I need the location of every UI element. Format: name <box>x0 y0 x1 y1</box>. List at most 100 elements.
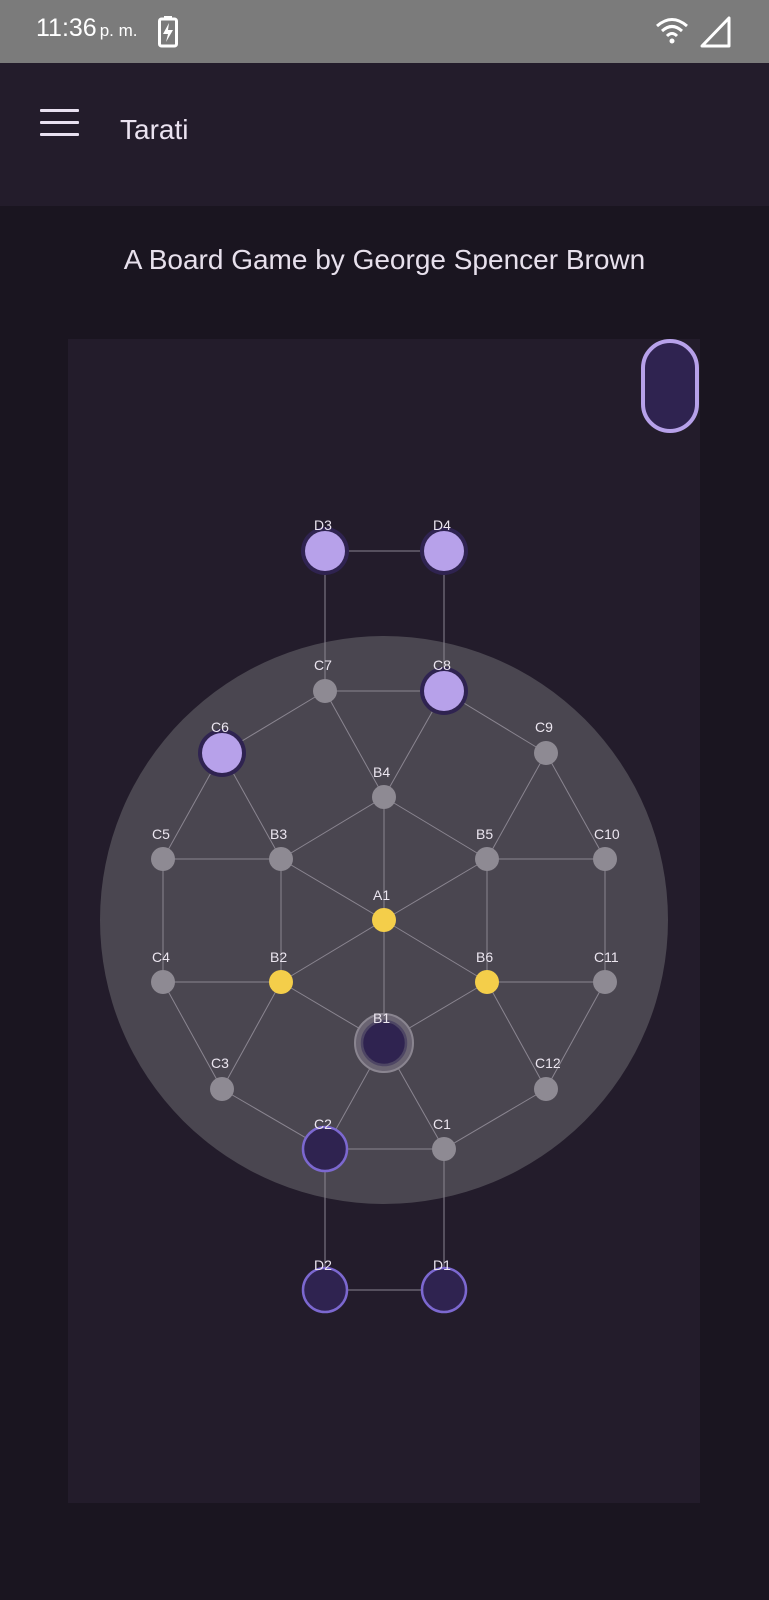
node-label-c2: C2 <box>314 1116 332 1132</box>
menu-button[interactable] <box>30 109 88 153</box>
node-label-d3: D3 <box>314 517 332 533</box>
light-piece-d4[interactable] <box>424 531 464 571</box>
node-label-a1: A1 <box>373 887 390 903</box>
board-node-b2[interactable] <box>269 970 293 994</box>
neutral-node-b6[interactable] <box>475 970 499 994</box>
dark-piece-b1[interactable] <box>360 1019 408 1067</box>
dark-piece-c2[interactable] <box>301 1125 349 1173</box>
board-node-c12[interactable] <box>534 1077 558 1101</box>
node-label-c9: C9 <box>535 719 553 735</box>
node-label-b1: B1 <box>373 1010 390 1026</box>
board-node-c9[interactable] <box>534 741 558 765</box>
edge-a1-b6 <box>383 919 488 983</box>
edge-c9-c10 <box>545 752 606 860</box>
board-node-d4[interactable] <box>420 527 468 575</box>
edge-c3-c4 <box>162 981 223 1090</box>
node-label-c1: C1 <box>433 1116 451 1132</box>
node-label-c11: C11 <box>594 949 619 965</box>
empty-node-b3[interactable] <box>269 847 293 871</box>
node-label-c10: C10 <box>594 826 620 842</box>
node-label-d1: D1 <box>433 1257 451 1273</box>
empty-node-c11[interactable] <box>593 970 617 994</box>
board-node-b6[interactable] <box>475 970 499 994</box>
empty-node-b4[interactable] <box>372 785 396 809</box>
light-piece-d3[interactable] <box>305 531 345 571</box>
board-node-b5[interactable] <box>475 847 499 871</box>
board-node-c2[interactable] <box>301 1125 349 1173</box>
edge-b4-b5 <box>383 796 488 860</box>
board-node-c7[interactable] <box>313 679 337 703</box>
empty-node-c10[interactable] <box>593 847 617 871</box>
node-label-c8: C8 <box>433 657 451 673</box>
edge-b3-b4 <box>280 796 385 860</box>
light-piece-c8[interactable] <box>424 671 464 711</box>
empty-node-b5[interactable] <box>475 847 499 871</box>
node-label-c4: C4 <box>152 949 170 965</box>
turn-indicator <box>641 339 699 433</box>
empty-node-c1[interactable] <box>432 1137 456 1161</box>
dark-piece-d1[interactable] <box>420 1266 468 1314</box>
empty-node-c7[interactable] <box>313 679 337 703</box>
board-node-b3[interactable] <box>269 847 293 871</box>
board-node-c6[interactable] <box>198 729 246 777</box>
node-label-c7: C7 <box>314 657 332 673</box>
edge-b2-c3 <box>221 981 282 1090</box>
edge-b5-c9 <box>486 752 547 860</box>
board-node-d1[interactable] <box>420 1266 468 1314</box>
board-node-d2[interactable] <box>301 1266 349 1314</box>
edge-a1-b2 <box>280 919 385 983</box>
empty-node-c5[interactable] <box>151 847 175 871</box>
clock-time: 11:36 <box>36 14 97 42</box>
cell-signal-icon <box>700 16 731 48</box>
edge-b4-c7 <box>324 690 385 798</box>
board-node-c10[interactable] <box>593 847 617 871</box>
battery-charging-icon <box>158 16 178 48</box>
node-label-d4: D4 <box>433 517 451 533</box>
board-node-c1[interactable] <box>432 1137 456 1161</box>
node-label-c12: C12 <box>535 1055 561 1071</box>
status-bar: 11:36 p. m. <box>0 0 769 63</box>
node-label-b3: B3 <box>270 826 287 842</box>
light-piece-c6[interactable] <box>202 733 242 773</box>
node-label-c6: C6 <box>211 719 229 735</box>
clock-ampm: p. m. <box>99 21 138 40</box>
board-node-b4[interactable] <box>372 785 396 809</box>
status-time: 11:36 p. m. <box>36 14 138 43</box>
edge-a1-b5 <box>383 858 488 921</box>
node-label-b2: B2 <box>270 949 287 965</box>
board-node-b1[interactable] <box>354 1013 414 1073</box>
edge-c11-c12 <box>545 981 606 1090</box>
node-label-c3: C3 <box>211 1055 229 1071</box>
empty-node-c3[interactable] <box>210 1077 234 1101</box>
app-title: Tarati <box>120 114 189 145</box>
empty-node-c4[interactable] <box>151 970 175 994</box>
node-label-d2: D2 <box>314 1257 332 1273</box>
board-nodes <box>151 527 617 1314</box>
wifi-icon <box>656 18 688 44</box>
edge-c12-c1 <box>443 1088 547 1150</box>
empty-node-c9[interactable] <box>534 741 558 765</box>
board-node-c5[interactable] <box>151 847 175 871</box>
board-node-c4[interactable] <box>151 970 175 994</box>
node-label-b5: B5 <box>476 826 493 842</box>
navigation-bar <box>0 1585 769 1600</box>
board-node-c3[interactable] <box>210 1077 234 1101</box>
board-node-c8[interactable] <box>420 667 468 715</box>
neutral-node-b2[interactable] <box>269 970 293 994</box>
board-node-a1[interactable] <box>372 908 396 932</box>
board-node-d3[interactable] <box>301 527 349 575</box>
edge-b6-c12 <box>486 981 547 1090</box>
app-bar: Tarati <box>0 63 769 206</box>
empty-node-c12[interactable] <box>534 1077 558 1101</box>
edge-a1-b3 <box>280 858 385 921</box>
board-node-c11[interactable] <box>593 970 617 994</box>
neutral-node-a1[interactable] <box>372 908 396 932</box>
node-label-c5: C5 <box>152 826 170 842</box>
board-labels: A1 B1 B2 B3 B4 B5 B6 C1 C2 C3 C4 C5 C6 C7 C8 C9 C10 C11 C1… <box>152 517 620 1273</box>
dark-piece-d2[interactable] <box>301 1266 349 1314</box>
node-label-b6: B6 <box>476 949 493 965</box>
node-label-b4: B4 <box>373 764 390 780</box>
page-subtitle: A Board Game by George Spencer Brown <box>123 244 646 275</box>
